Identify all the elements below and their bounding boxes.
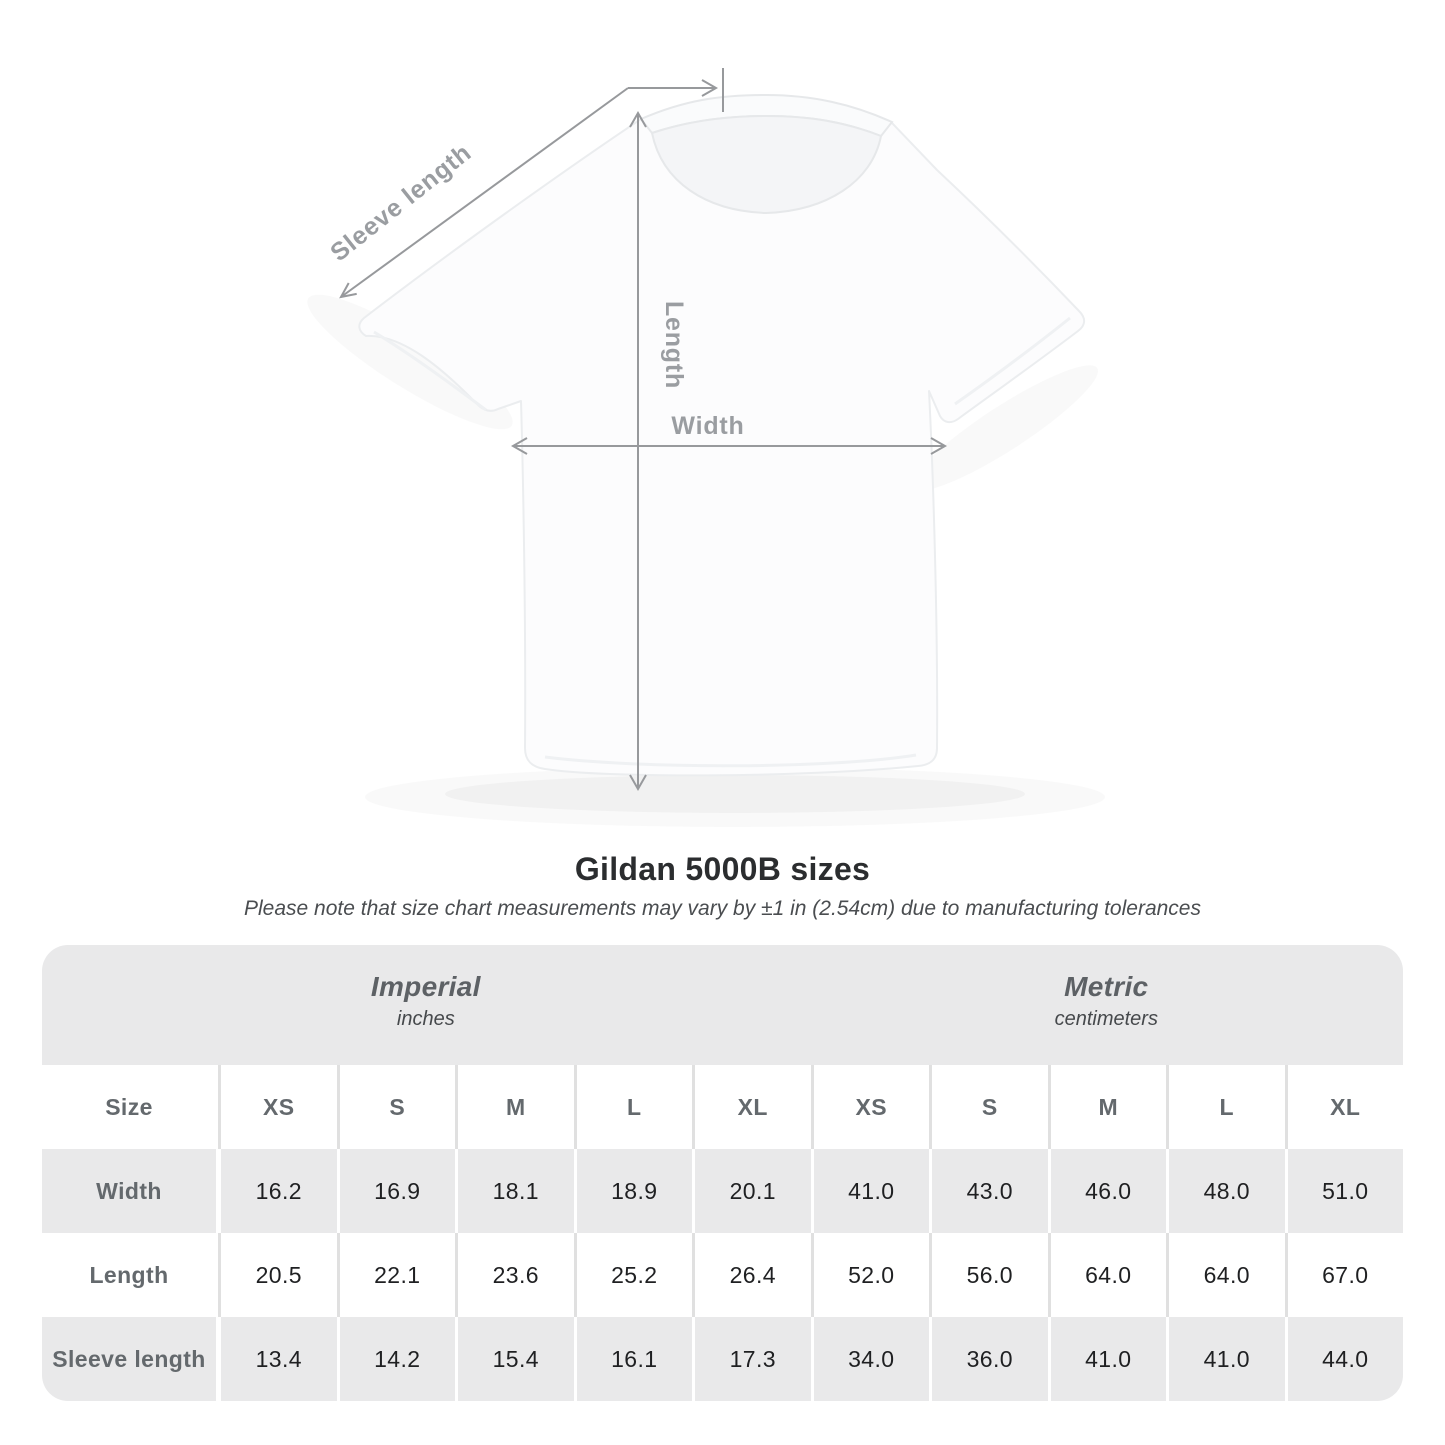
size-col-header-imperial-l: L bbox=[577, 1065, 693, 1149]
value-cell: 41.0 bbox=[1050, 1317, 1166, 1401]
row-label-cell: Width bbox=[42, 1149, 216, 1233]
value-cell: 23.6 bbox=[458, 1233, 574, 1317]
imperial-group-unit: inches bbox=[396, 1008, 455, 1030]
size-col-header-metric-l: L bbox=[1169, 1065, 1285, 1149]
value-cell: 25.2 bbox=[577, 1233, 693, 1317]
size-col-header-metric-xs: XS bbox=[814, 1065, 930, 1149]
value-cell: 16.9 bbox=[339, 1149, 455, 1233]
metric-group-header: Metric centimeters bbox=[810, 945, 1403, 1065]
value-cell: 14.2 bbox=[339, 1317, 455, 1401]
size-header-row: Size XS S M L XL XS S M L XL bbox=[42, 1065, 1403, 1149]
size-col-header-metric-m: M bbox=[1051, 1065, 1167, 1149]
value-cell: 51.0 bbox=[1287, 1149, 1403, 1233]
value-cell: 56.0 bbox=[932, 1233, 1048, 1317]
size-col-header-imperial-xs: XS bbox=[221, 1065, 337, 1149]
value-cell: 43.0 bbox=[932, 1149, 1048, 1233]
value-cell: 16.1 bbox=[576, 1317, 692, 1401]
value-cell: 41.0 bbox=[1169, 1317, 1285, 1401]
value-cell: 67.0 bbox=[1288, 1233, 1404, 1317]
tshirt-graphic bbox=[358, 93, 1086, 777]
value-cell: 34.0 bbox=[813, 1317, 929, 1401]
imperial-group-header: Imperial inches bbox=[42, 945, 810, 1065]
value-cell: 13.4 bbox=[221, 1317, 337, 1401]
metric-group-unit: centimeters bbox=[1054, 1008, 1158, 1030]
size-table: Imperial inches Metric centimeters Size … bbox=[42, 945, 1403, 1401]
size-col-header-imperial-m: M bbox=[458, 1065, 574, 1149]
metric-group-label: Metric bbox=[1064, 971, 1149, 1002]
value-cell: 18.1 bbox=[458, 1149, 574, 1233]
value-cell: 41.0 bbox=[813, 1149, 929, 1233]
width-dimension-line bbox=[510, 437, 948, 455]
row-label-cell: Sleeve length bbox=[42, 1317, 216, 1401]
value-cell: 26.4 bbox=[695, 1233, 811, 1317]
length-label: Length bbox=[660, 301, 688, 389]
sleeve-length-dimension-line bbox=[339, 79, 719, 299]
length-dimension-line bbox=[629, 110, 647, 792]
page-subtitle: Please note that size chart measurements… bbox=[244, 897, 1201, 920]
value-cell: 36.0 bbox=[932, 1317, 1048, 1401]
shirt-diagram: Sleeve length Length Width bbox=[325, 68, 1086, 792]
dimension-lines bbox=[339, 68, 948, 792]
imperial-group-label: Imperial bbox=[370, 971, 481, 1002]
table-row-length: Length 20.5 22.1 23.6 25.2 26.4 52.0 56.… bbox=[42, 1233, 1403, 1317]
value-cell: 48.0 bbox=[1169, 1149, 1285, 1233]
value-cell: 18.9 bbox=[576, 1149, 692, 1233]
size-header-cell: Size bbox=[105, 1093, 153, 1120]
value-cell: 15.4 bbox=[458, 1317, 574, 1401]
page-title: Gildan 5000B sizes bbox=[574, 851, 871, 887]
row-label-cell: Length bbox=[89, 1261, 169, 1288]
value-cell: 52.0 bbox=[814, 1233, 930, 1317]
table-header-band: Imperial inches Metric centimeters bbox=[42, 945, 1403, 1065]
value-cell: 44.0 bbox=[1287, 1317, 1403, 1401]
value-cell: 17.3 bbox=[695, 1317, 811, 1401]
size-col-header-imperial-xl: XL bbox=[695, 1065, 811, 1149]
table-row-width: Width 16.2 16.9 18.1 18.9 20.1 41.0 43.0… bbox=[42, 1149, 1403, 1233]
size-col-header-imperial-s: S bbox=[340, 1065, 456, 1149]
value-cell: 64.0 bbox=[1051, 1233, 1167, 1317]
value-cell: 22.1 bbox=[340, 1233, 456, 1317]
value-cell: 46.0 bbox=[1050, 1149, 1166, 1233]
size-col-header-metric-s: S bbox=[932, 1065, 1048, 1149]
width-label: Width bbox=[671, 412, 744, 440]
sleeve-length-label: Sleeve length bbox=[325, 138, 477, 267]
value-cell: 16.2 bbox=[221, 1149, 337, 1233]
value-cell: 20.5 bbox=[221, 1233, 337, 1317]
table-row-sleeve-length: Sleeve length 13.4 14.2 15.4 16.1 17.3 3… bbox=[42, 1317, 1403, 1401]
value-cell: 20.1 bbox=[695, 1149, 811, 1233]
size-col-header-metric-xl: XL bbox=[1288, 1065, 1404, 1149]
value-cell: 64.0 bbox=[1169, 1233, 1285, 1317]
